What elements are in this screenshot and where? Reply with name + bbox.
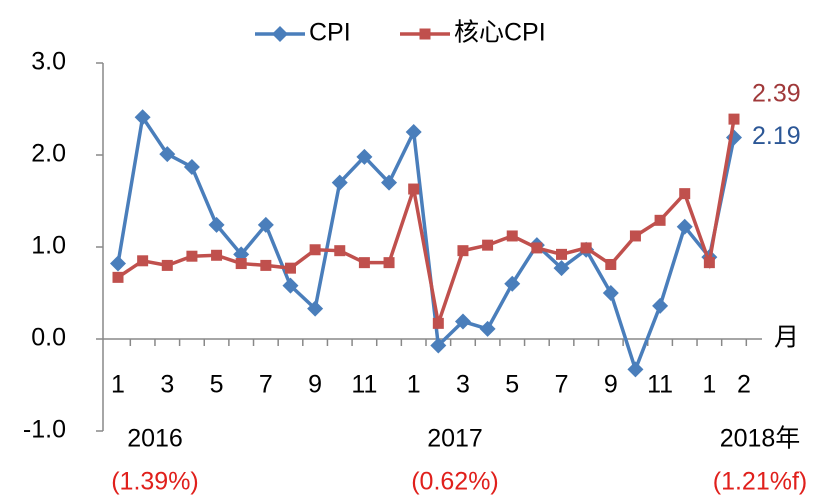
- x-tick-label: 1: [702, 371, 716, 399]
- marker: [208, 216, 225, 233]
- x-tick-label: 5: [505, 371, 519, 399]
- marker: [358, 257, 370, 269]
- marker: [110, 255, 126, 272]
- marker: [405, 124, 422, 140]
- year-note: (1.39%): [111, 468, 199, 496]
- y-tick-label: 2.0: [31, 140, 66, 168]
- marker: [556, 248, 568, 260]
- marker: [652, 297, 669, 314]
- year-note: (1.21%f): [713, 468, 807, 496]
- marker: [432, 317, 444, 329]
- marker: [627, 361, 644, 378]
- marker: [331, 174, 348, 191]
- x-tick-label: 9: [604, 371, 618, 399]
- series-line: [116, 112, 736, 375]
- marker: [531, 242, 543, 254]
- marker: [309, 244, 321, 256]
- year-note: (0.62%): [411, 468, 499, 496]
- marker: [580, 242, 592, 254]
- marker: [161, 259, 173, 271]
- legend-marker: [272, 26, 288, 42]
- x-tick-label: 11: [647, 371, 673, 399]
- marker: [334, 245, 346, 257]
- marker: [602, 285, 619, 301]
- marker: [430, 337, 447, 354]
- y-tick-label: -1.0: [23, 416, 66, 444]
- x-tick-label: 7: [555, 371, 569, 399]
- marker: [482, 239, 494, 251]
- series-line: [117, 118, 736, 331]
- x-tick-label: 5: [210, 371, 224, 399]
- marker: [260, 259, 272, 271]
- x-tick-label: 3: [160, 371, 174, 399]
- marker: [383, 257, 395, 269]
- marker: [408, 183, 420, 195]
- marker: [356, 148, 373, 165]
- marker: [112, 271, 124, 283]
- marker: [211, 249, 223, 261]
- marker: [282, 277, 299, 294]
- marker: [284, 262, 296, 274]
- marker: [676, 218, 693, 235]
- marker: [257, 216, 274, 233]
- x-tick-label: 2: [737, 371, 751, 399]
- marker: [479, 320, 496, 337]
- y-tick-label: 0.0: [31, 324, 66, 352]
- x-tick-label: 1: [111, 371, 125, 399]
- marker: [605, 258, 617, 270]
- year-label: 2016: [127, 425, 183, 453]
- data-label: 2.19: [752, 122, 801, 150]
- marker: [654, 214, 666, 226]
- marker: [186, 250, 198, 262]
- data-label: 2.39: [752, 80, 801, 108]
- marker: [454, 313, 471, 330]
- y-tick-label: 3.0: [31, 48, 66, 76]
- x-tick-label: 11: [351, 371, 377, 399]
- legend-label: 核心CPI: [454, 19, 546, 47]
- x-tick-label: 3: [456, 371, 470, 399]
- marker: [457, 245, 469, 257]
- year-label: 2018年: [720, 425, 801, 453]
- marker: [307, 300, 324, 317]
- x-tick-label: 9: [308, 371, 322, 399]
- legend-marker: [419, 28, 431, 40]
- year-label: 2017: [427, 425, 483, 453]
- y-tick-label: 1.0: [31, 232, 66, 260]
- marker: [728, 113, 740, 125]
- marker: [159, 146, 176, 163]
- x-tick-label: 1: [407, 371, 421, 399]
- legend-label: CPI: [309, 19, 351, 47]
- marker: [134, 109, 151, 126]
- marker: [703, 257, 715, 269]
- marker: [137, 255, 149, 267]
- marker: [679, 188, 691, 200]
- marker: [553, 260, 570, 277]
- marker: [381, 174, 398, 191]
- x-tick-label: 7: [259, 371, 273, 399]
- marker: [183, 158, 200, 175]
- marker: [506, 230, 518, 242]
- marker: [504, 275, 521, 292]
- x-unit: 月: [774, 324, 799, 352]
- marker: [629, 230, 641, 242]
- marker: [235, 258, 247, 270]
